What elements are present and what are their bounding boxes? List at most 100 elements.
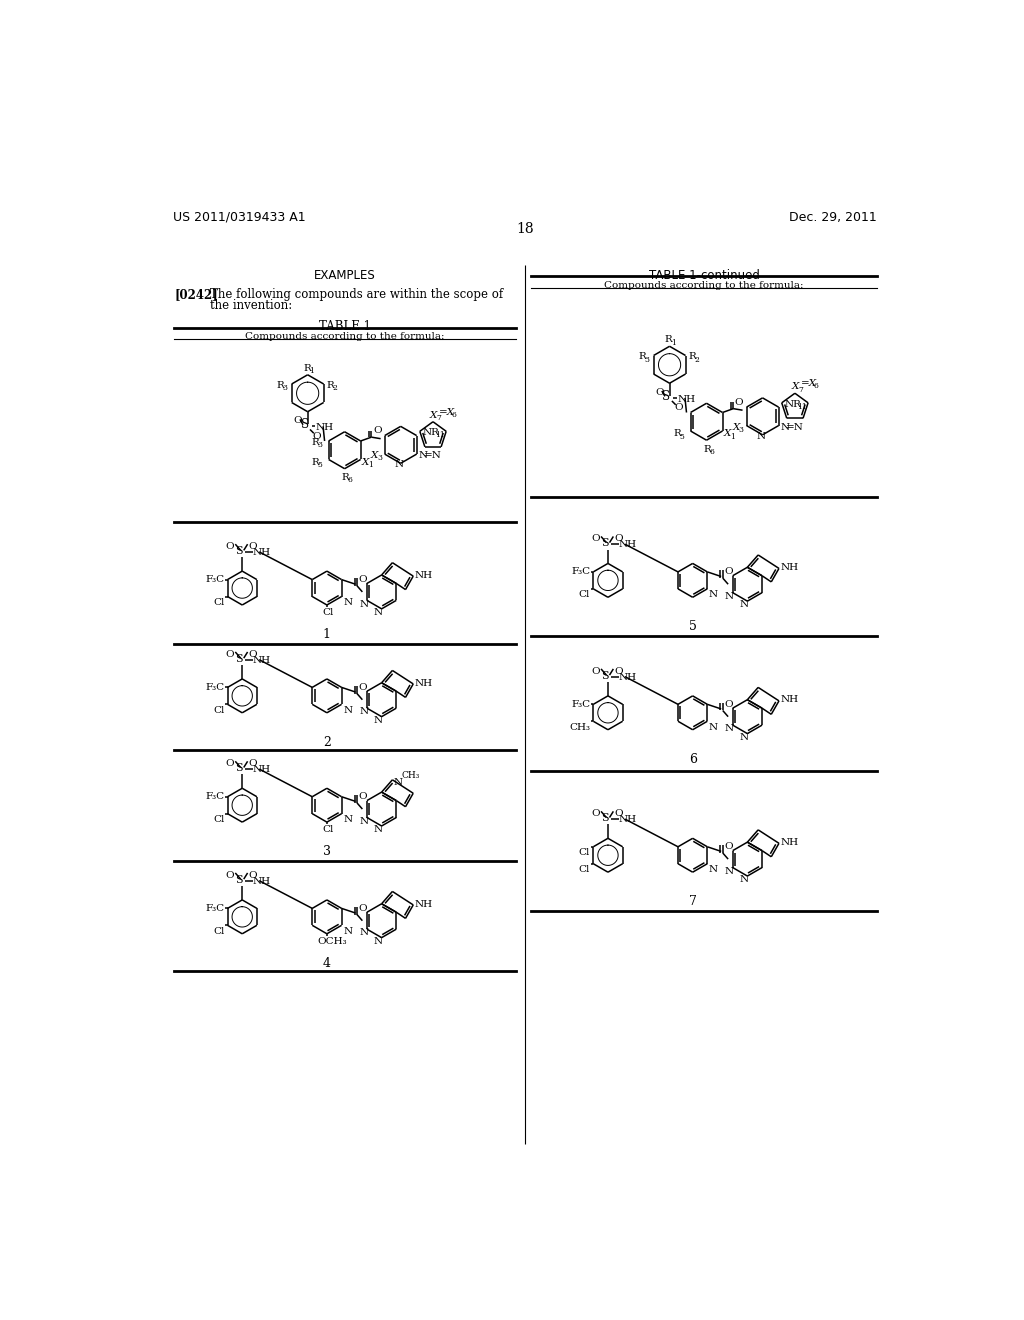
Text: N: N	[359, 817, 369, 826]
Text: O: O	[358, 904, 368, 912]
Text: S: S	[601, 671, 608, 681]
Text: R: R	[311, 458, 319, 467]
Text: 3: 3	[323, 845, 331, 858]
Text: O: O	[225, 759, 234, 768]
Text: N: N	[709, 590, 718, 599]
Text: O: O	[294, 416, 302, 425]
Text: R: R	[638, 352, 646, 362]
Text: NH: NH	[780, 838, 799, 847]
Text: Cl: Cl	[213, 816, 224, 824]
Text: N: N	[739, 875, 749, 884]
Text: N: N	[757, 432, 766, 441]
Text: O: O	[614, 809, 623, 818]
Text: 3: 3	[739, 425, 743, 433]
Text: 1: 1	[730, 433, 735, 441]
Text: O: O	[358, 792, 368, 801]
Text: NH: NH	[618, 816, 637, 824]
Text: NH: NH	[415, 678, 433, 688]
Text: TABLE 1: TABLE 1	[318, 321, 371, 333]
Text: 6: 6	[452, 411, 457, 418]
Text: [0242]: [0242]	[174, 288, 218, 301]
Text: O: O	[249, 759, 257, 768]
Text: R: R	[665, 335, 673, 345]
Text: N: N	[780, 422, 790, 432]
Text: The following compounds are within the scope of: The following compounds are within the s…	[210, 288, 503, 301]
Text: S: S	[300, 418, 308, 432]
Text: 5: 5	[689, 620, 696, 634]
Text: O: O	[591, 667, 600, 676]
Text: =X: =X	[801, 379, 817, 388]
Text: NH: NH	[253, 766, 271, 774]
Text: N: N	[343, 927, 352, 936]
Text: S: S	[236, 763, 243, 774]
Text: X: X	[430, 411, 437, 420]
Text: R: R	[327, 381, 335, 389]
Text: N: N	[374, 609, 383, 616]
Text: NH: NH	[618, 540, 637, 549]
Text: 6: 6	[813, 383, 818, 391]
Text: N: N	[709, 866, 718, 874]
Text: N: N	[343, 816, 352, 824]
Text: NR: NR	[784, 400, 802, 409]
Text: X: X	[733, 422, 740, 432]
Text: N: N	[418, 451, 427, 459]
Text: =N: =N	[786, 422, 804, 432]
Text: 7: 7	[436, 414, 441, 422]
Text: O: O	[358, 576, 368, 583]
Text: F₃C: F₃C	[206, 904, 224, 912]
Text: O: O	[614, 535, 623, 543]
Text: =X: =X	[439, 408, 456, 417]
Text: Compounds according to the formula:: Compounds according to the formula:	[604, 281, 804, 290]
Text: OCH₃: OCH₃	[317, 937, 347, 946]
Text: Compounds according to the formula:: Compounds according to the formula:	[245, 333, 444, 342]
Text: 18: 18	[516, 222, 534, 235]
Text: N: N	[725, 867, 734, 875]
Text: 1: 1	[671, 339, 676, 347]
Text: N: N	[709, 723, 718, 731]
Text: 6: 6	[348, 477, 352, 484]
Text: NH: NH	[315, 424, 334, 432]
Text: NH: NH	[253, 656, 271, 665]
Text: NH: NH	[253, 876, 271, 886]
Text: CH₃: CH₃	[569, 723, 590, 731]
Text: R: R	[276, 381, 284, 389]
Text: the invention:: the invention:	[210, 300, 292, 313]
Text: NH: NH	[780, 696, 799, 705]
Text: N: N	[394, 779, 403, 787]
Text: S: S	[601, 539, 608, 548]
Text: R: R	[689, 352, 696, 362]
Text: O: O	[724, 568, 733, 577]
Text: EXAMPLES: EXAMPLES	[313, 268, 376, 281]
Text: NH: NH	[415, 570, 433, 579]
Text: F₃C: F₃C	[206, 682, 224, 692]
Text: N: N	[374, 825, 383, 834]
Text: O: O	[225, 871, 234, 879]
Text: N: N	[343, 598, 352, 607]
Text: R: R	[674, 429, 681, 438]
Text: Cl: Cl	[323, 825, 334, 834]
Text: F₃C: F₃C	[206, 792, 224, 801]
Text: 7: 7	[798, 385, 803, 393]
Text: O: O	[655, 388, 665, 397]
Text: O: O	[591, 809, 600, 818]
Text: S: S	[236, 875, 243, 884]
Text: X: X	[371, 451, 378, 459]
Text: Cl: Cl	[213, 927, 224, 936]
Text: 3: 3	[644, 355, 649, 363]
Text: O: O	[249, 871, 257, 879]
Text: 3: 3	[317, 441, 323, 449]
Text: 11: 11	[435, 432, 445, 440]
Text: N: N	[343, 706, 352, 715]
Text: 1: 1	[323, 628, 331, 642]
Text: 2: 2	[695, 355, 699, 363]
Text: Cl: Cl	[323, 609, 334, 616]
Text: O: O	[674, 404, 683, 412]
Text: O: O	[225, 543, 234, 550]
Text: S: S	[663, 389, 671, 403]
Text: =N: =N	[424, 451, 442, 459]
Text: TABLE 1-continued: TABLE 1-continued	[649, 268, 760, 281]
Text: N: N	[374, 715, 383, 725]
Text: O: O	[373, 426, 382, 436]
Text: O: O	[249, 649, 257, 659]
Text: Cl: Cl	[213, 706, 224, 715]
